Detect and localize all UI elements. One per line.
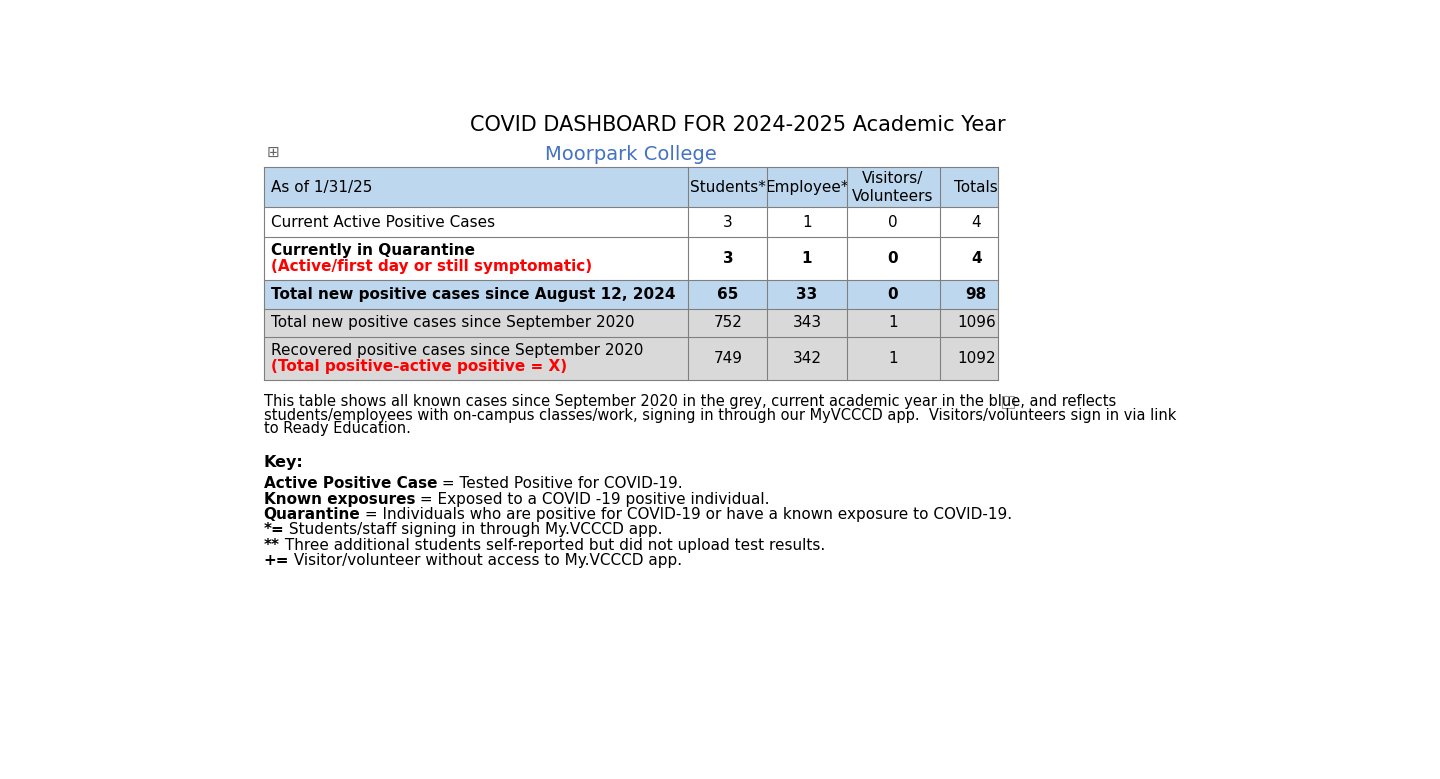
Text: 1: 1 (802, 214, 812, 230)
Text: Students/staff signing in through My.VCCCD app.: Students/staff signing in through My.VCC… (285, 523, 662, 538)
Text: 0: 0 (888, 214, 897, 230)
Text: Current Active Positive Cases: Current Active Positive Cases (272, 214, 495, 230)
Bar (264, 237, 998, 280)
Text: 33: 33 (796, 287, 818, 302)
Text: As of 1/31/25: As of 1/31/25 (272, 180, 373, 195)
Text: 3: 3 (723, 251, 733, 266)
Text: = Individuals who are positive for COVID-19 or have a known exposure to COVID-19: = Individuals who are positive for COVID… (360, 507, 1012, 522)
Text: Moorpark College: Moorpark College (544, 145, 717, 164)
Text: 343: 343 (792, 315, 822, 330)
Text: 0: 0 (887, 251, 899, 266)
Text: Total new positive cases since September 2020: Total new positive cases since September… (272, 315, 635, 330)
Text: 1: 1 (802, 251, 812, 266)
Text: Total new positive cases since August 12, 2024: Total new positive cases since August 12… (272, 287, 675, 302)
Bar (1001, 396, 1014, 408)
Text: 342: 342 (792, 351, 821, 366)
Text: 0: 0 (887, 287, 899, 302)
Bar (264, 167, 998, 207)
Bar (264, 207, 998, 237)
Text: Known exposures: Known exposures (264, 492, 415, 506)
Text: *=: *= (264, 523, 285, 538)
Text: 4: 4 (972, 214, 981, 230)
Text: = Exposed to a COVID -19 positive individual.: = Exposed to a COVID -19 positive indivi… (415, 492, 770, 506)
Text: **: ** (264, 538, 279, 553)
Text: Visitors/
Volunteers: Visitors/ Volunteers (852, 171, 933, 204)
Text: Active Positive Case: Active Positive Case (264, 476, 438, 492)
Bar (264, 280, 998, 309)
Text: Quarantine: Quarantine (264, 507, 360, 522)
Bar (264, 337, 998, 380)
Text: Currently in Quarantine: Currently in Quarantine (272, 243, 475, 258)
Text: +=: += (264, 553, 289, 568)
Bar (264, 309, 998, 337)
Text: 4: 4 (971, 251, 982, 266)
Text: (Active/first day or still symptomatic): (Active/first day or still symptomatic) (272, 259, 593, 274)
Text: 749: 749 (713, 351, 743, 366)
Text: to Ready Education.: to Ready Education. (264, 421, 410, 436)
Text: Three additional students self-reported but did not upload test results.: Three additional students self-reported … (279, 538, 825, 553)
Text: 65: 65 (717, 287, 739, 302)
Text: Students*: Students* (690, 180, 766, 195)
Text: 1096: 1096 (958, 315, 995, 330)
Text: 1: 1 (888, 315, 897, 330)
Text: Key:: Key: (264, 455, 304, 470)
Text: Visitor/volunteer without access to My.VCCCD app.: Visitor/volunteer without access to My.V… (289, 553, 683, 568)
Text: Recovered positive cases since September 2020: Recovered positive cases since September… (272, 343, 644, 358)
Text: (Total positive-active positive = X): (Total positive-active positive = X) (272, 359, 567, 375)
Text: = Tested Positive for COVID-19.: = Tested Positive for COVID-19. (438, 476, 683, 492)
Text: ⊞: ⊞ (266, 145, 279, 160)
Text: 752: 752 (713, 315, 743, 330)
Text: students/employees with on-campus classes/work, signing in through our MyVCCCD a: students/employees with on-campus classe… (264, 407, 1176, 423)
Text: Employee*: Employee* (765, 180, 848, 195)
Text: COVID DASHBOARD FOR 2024-2025 Academic Year: COVID DASHBOARD FOR 2024-2025 Academic Y… (471, 115, 1005, 135)
Text: 1092: 1092 (958, 351, 995, 366)
Text: 98: 98 (966, 287, 986, 302)
Text: 3: 3 (723, 214, 733, 230)
Text: This table shows all known cases since September 2020 in the grey, current acade: This table shows all known cases since S… (264, 393, 1116, 409)
Text: Totals: Totals (955, 180, 998, 195)
Text: 1: 1 (888, 351, 897, 366)
